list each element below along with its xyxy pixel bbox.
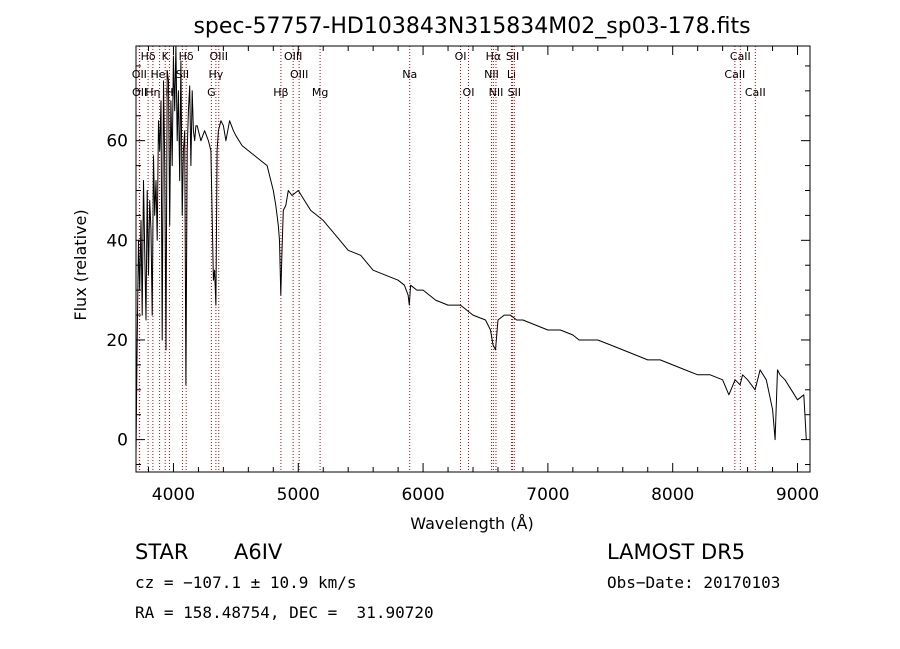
x-axis-ticks: 4000 5000 6000 7000 8000 9000 bbox=[147, 46, 819, 505]
y-tick-label: 0 bbox=[117, 431, 128, 451]
chart-title: spec-57757-HD103843N315834M02_sp03-178.f… bbox=[193, 14, 750, 39]
redshift-velocity: cz = −107.1 ± 10.9 km/s bbox=[135, 573, 357, 592]
line-marker-label: Hη bbox=[145, 86, 160, 99]
sky-coordinates: RA = 158.48754, DEC = 31.90720 bbox=[135, 603, 434, 622]
line-marker-label: CaII bbox=[730, 50, 751, 63]
plot-frame bbox=[135, 45, 811, 473]
line-marker-label: NII bbox=[484, 68, 499, 81]
line-marker-label: Mg bbox=[312, 86, 328, 99]
line-marker-label: OIII bbox=[284, 50, 302, 63]
line-marker-label: CaII bbox=[724, 68, 745, 81]
line-marker-label: H bbox=[165, 86, 173, 99]
line-marker-label: Na bbox=[402, 68, 417, 81]
y-tick-label: 40 bbox=[106, 231, 128, 251]
line-marker-label: Li bbox=[507, 68, 516, 81]
line-marker-label: OIII bbox=[290, 68, 308, 81]
line-marker-label: OI bbox=[455, 50, 467, 63]
object-class: STAR bbox=[135, 540, 189, 564]
line-marker-label: SII bbox=[508, 86, 521, 99]
x-tick-label: 9000 bbox=[776, 485, 819, 505]
survey-name: LAMOST DR5 bbox=[607, 540, 746, 564]
x-tick-label: 7000 bbox=[526, 485, 569, 505]
x-tick-label: 5000 bbox=[277, 485, 320, 505]
line-marker-label: SII bbox=[176, 68, 189, 81]
x-tick-label: 8000 bbox=[651, 485, 694, 505]
observation-date: Obs−Date: 20170103 bbox=[607, 573, 781, 592]
y-axis-label: Flux (relative) bbox=[71, 209, 90, 320]
line-marker-label: OI bbox=[463, 86, 475, 99]
line-marker-label: Hβ bbox=[273, 86, 288, 99]
x-tick-label: 4000 bbox=[152, 485, 195, 505]
spectrum-series bbox=[135, 45, 807, 455]
line-marker-label: G bbox=[207, 86, 216, 99]
y-tick-label: 20 bbox=[106, 331, 128, 351]
y-axis-ticks: 0 20 40 60 bbox=[106, 65, 810, 466]
line-marker-label: CaII bbox=[745, 86, 766, 99]
line-marker-label: Hγ bbox=[208, 68, 223, 81]
line-marker-label: SII bbox=[506, 50, 519, 63]
x-tick-label: 6000 bbox=[401, 485, 444, 505]
line-marker-label: Hα bbox=[486, 50, 502, 63]
x-axis-label: Wavelength (Å) bbox=[410, 514, 533, 533]
line-marker-label: Hδ bbox=[141, 50, 156, 63]
line-marker-label: HeI bbox=[150, 68, 168, 81]
line-marker-label: K bbox=[162, 50, 170, 63]
line-marker-label: NII bbox=[489, 86, 504, 99]
y-tick-label: 60 bbox=[106, 132, 128, 152]
spectral-subclass: A6IV bbox=[234, 540, 283, 564]
line-marker-label: OIII bbox=[210, 50, 228, 63]
line-marker-label: Hδ bbox=[179, 50, 194, 63]
spectrum-line bbox=[135, 45, 807, 455]
